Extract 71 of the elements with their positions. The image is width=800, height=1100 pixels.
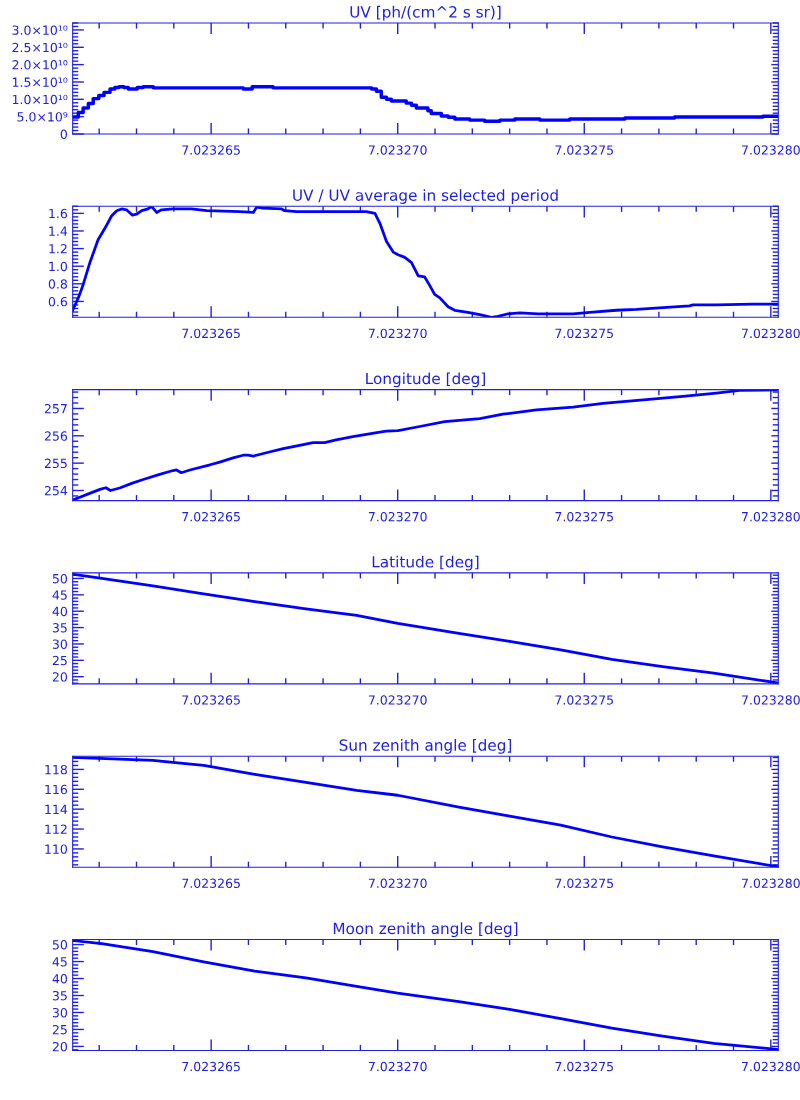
y-tick-label: 1.6	[49, 208, 68, 219]
x-tick-label: 7.023270	[368, 328, 427, 339]
x-tick-label: 7.023265	[182, 511, 240, 522]
chart-title: Moon zenith angle [deg]	[333, 922, 518, 938]
chart-title: UV / UV average in selected period	[293, 189, 558, 204]
y-tick-label: 35	[52, 623, 67, 633]
x-tick-label: 7.023280	[742, 1061, 800, 1072]
y-tick-label: 2.0×10¹⁰	[12, 60, 68, 70]
x-tick-label: 7.023275	[555, 145, 613, 155]
y-tick-label: 20	[52, 672, 68, 682]
chart-title: Latitude [deg]	[372, 555, 479, 571]
y-tick-label: 35	[52, 990, 67, 1001]
x-tick-label: 7.023265	[182, 145, 240, 155]
y-tick-label: 30	[52, 639, 68, 649]
x-tick-label: 7.023270	[368, 145, 427, 155]
x-tick-label: 7.023265	[182, 1061, 240, 1072]
y-tick-label: 255	[44, 458, 67, 469]
y-tick-label: 50	[52, 573, 68, 584]
chart-title: Longitude [deg]	[366, 372, 485, 388]
y-tick-label: 20	[52, 1041, 68, 1052]
x-tick-label: 7.023275	[555, 328, 613, 339]
line-series	[72, 756, 779, 868]
x-tick-label: 7.023275	[555, 1061, 613, 1072]
line-series	[72, 389, 778, 501]
x-tick-label: 7.023280	[742, 511, 800, 522]
y-tick-label: 45	[52, 957, 67, 967]
x-tick-label: 7.023270	[368, 511, 427, 522]
x-tick-label: 7.023275	[555, 695, 613, 705]
y-tick-label: 40	[52, 974, 68, 984]
x-tick-label: 7.023280	[742, 878, 800, 888]
y-tick-label: 2.5×10¹⁰	[12, 42, 68, 53]
x-tick-label: 7.023275	[555, 511, 613, 522]
x-tick-label: 7.023280	[742, 145, 800, 155]
x-tick-label: 7.023275	[555, 878, 613, 888]
y-tick-label: 110	[45, 844, 68, 854]
y-tick-label: 3.0×10¹⁰	[12, 25, 68, 35]
y-tick-label: 256	[44, 431, 68, 441]
y-tick-label: 40	[52, 606, 68, 617]
y-tick-label: 30	[52, 1007, 68, 1018]
y-tick-label: 25	[52, 1024, 67, 1035]
x-tick-label: 7.023270	[368, 878, 427, 888]
y-tick-label: 5.0×10⁹	[17, 112, 68, 122]
y-tick-label: 1.4	[49, 226, 68, 236]
y-tick-label: 25	[52, 655, 67, 666]
x-tick-label: 7.023265	[182, 878, 240, 888]
line-series	[72, 939, 779, 1051]
x-tick-label: 7.023265	[182, 328, 240, 339]
x-tick-label: 7.023270	[368, 1061, 427, 1072]
y-tick-label: 116	[45, 784, 68, 795]
y-tick-label: 0.8	[48, 279, 67, 289]
y-tick-label: 0	[60, 129, 68, 139]
y-tick-label: 1.0×10¹⁰	[12, 94, 68, 105]
chart-title: UV [ph/(cm^2 s sr)]	[350, 5, 501, 21]
line-series	[72, 572, 779, 684]
x-tick-label: 7.023280	[742, 328, 800, 339]
y-tick-label: 45	[52, 590, 67, 600]
y-tick-label: 112	[45, 824, 67, 834]
y-tick-label: 1.0	[49, 261, 68, 272]
y-tick-label: 114	[45, 804, 68, 814]
y-tick-label: 1.2	[49, 244, 67, 254]
y-tick-label: 257	[44, 403, 67, 414]
chart-title: Sun zenith angle [deg]	[339, 739, 512, 754]
y-tick-label: 0.6	[48, 296, 68, 307]
y-tick-label: 254	[44, 485, 68, 496]
y-tick-label: 118	[45, 764, 67, 775]
y-tick-label: 1.5×10¹⁰	[12, 77, 68, 87]
x-tick-label: 7.023280	[742, 695, 800, 705]
y-tick-label: 50	[52, 940, 68, 950]
x-tick-label: 7.023270	[368, 695, 427, 705]
x-tick-label: 7.023265	[182, 695, 240, 705]
line-series	[72, 206, 779, 318]
